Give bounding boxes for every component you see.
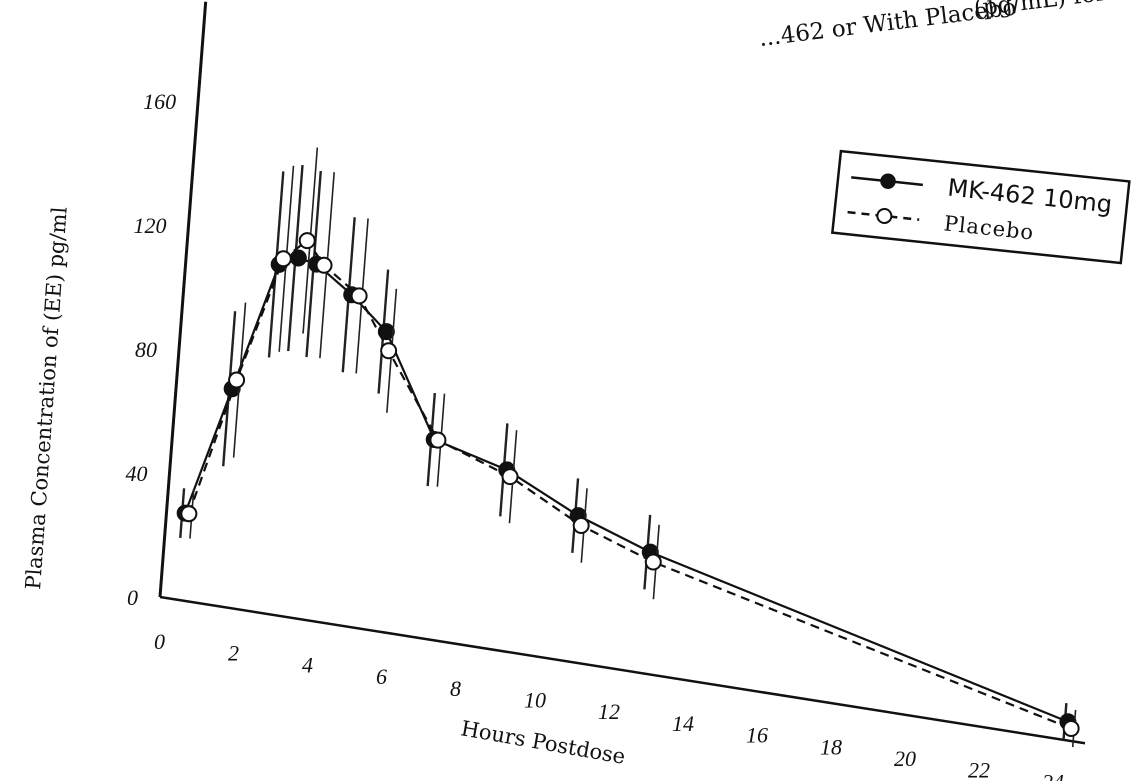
x-tick-label: 18 bbox=[820, 734, 842, 759]
data-point bbox=[644, 553, 662, 571]
data-point bbox=[228, 371, 246, 389]
x-tick-label: 16 bbox=[746, 723, 768, 748]
data-point bbox=[350, 287, 368, 305]
data-point bbox=[1062, 720, 1080, 738]
title-group: ...462 or With Placebo (pg/mL) for bbox=[758, 0, 1108, 52]
legend-box bbox=[830, 149, 1131, 265]
x-tick-label: 14 bbox=[672, 711, 694, 736]
y-tick-label: 120 bbox=[134, 213, 167, 238]
data-point bbox=[289, 249, 307, 267]
data-point bbox=[429, 431, 447, 449]
series-line bbox=[187, 239, 1072, 730]
x-tick-label: 12 bbox=[598, 699, 620, 724]
x-tick-label: 24 bbox=[1042, 769, 1064, 781]
x-tick-label: 8 bbox=[450, 676, 461, 701]
x-axis-line bbox=[159, 595, 1086, 745]
x-tick-label: 20 bbox=[894, 746, 916, 771]
tick-labels: 02468101214161820222404080120160 bbox=[126, 89, 1064, 781]
y-axis-line bbox=[158, 1, 208, 598]
y-tick-label: 0 bbox=[127, 585, 138, 610]
series-layer bbox=[176, 147, 1080, 748]
series-placebo bbox=[180, 147, 1080, 748]
x-tick-label: 0 bbox=[154, 629, 165, 654]
x-tick-label: 6 bbox=[376, 664, 387, 689]
legend-marker-mk462 bbox=[880, 173, 896, 189]
data-point bbox=[180, 505, 198, 523]
x-tick-label: 2 bbox=[228, 641, 239, 666]
x-tick-label: 10 bbox=[524, 688, 546, 713]
axes bbox=[158, 1, 1086, 745]
y-tick-label: 160 bbox=[143, 89, 176, 114]
data-point bbox=[501, 468, 519, 486]
y-tick-label: 80 bbox=[135, 337, 157, 362]
y-axis-label: Plasma Concentration of (EE) pg/ml bbox=[21, 206, 72, 591]
data-point bbox=[380, 342, 398, 360]
legend: MK-462 10mg Placebo bbox=[830, 149, 1131, 265]
legend-marker-placebo bbox=[876, 208, 893, 225]
data-point bbox=[298, 232, 316, 250]
data-point bbox=[572, 517, 590, 535]
data-point bbox=[315, 256, 333, 274]
data-point bbox=[274, 250, 292, 268]
x-tick-label: 22 bbox=[968, 758, 990, 781]
y-tick-label: 40 bbox=[126, 461, 148, 486]
series-line bbox=[184, 256, 1069, 723]
chart-title-suffix: (pg/mL) for bbox=[973, 0, 1108, 22]
x-tick-label: 4 bbox=[302, 652, 313, 677]
